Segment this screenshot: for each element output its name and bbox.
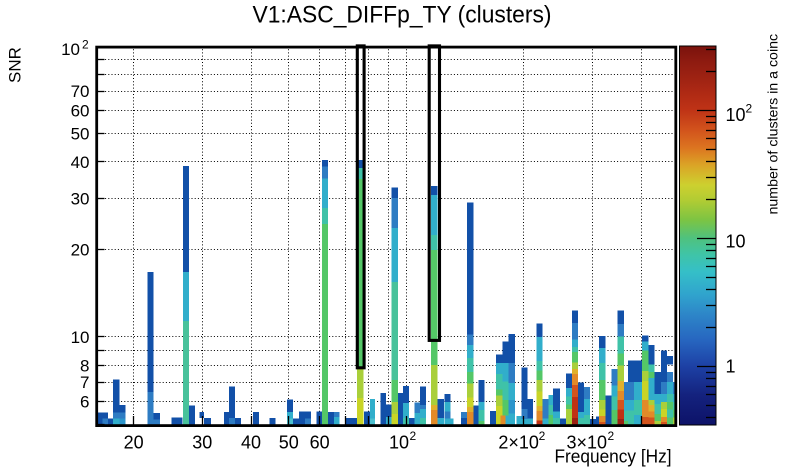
svg-text:2: 2 xyxy=(746,102,753,116)
svg-text:20: 20 xyxy=(71,241,90,260)
svg-text:30: 30 xyxy=(192,433,212,453)
svg-text:8: 8 xyxy=(80,356,89,375)
svg-text:SNR: SNR xyxy=(6,47,25,83)
svg-text:50: 50 xyxy=(279,433,299,453)
svg-text:40: 40 xyxy=(71,153,90,172)
svg-text:7: 7 xyxy=(80,373,89,392)
svg-text:2: 2 xyxy=(82,37,89,51)
svg-text:10: 10 xyxy=(726,105,746,125)
svg-text:60: 60 xyxy=(71,102,90,121)
svg-text:number of clusters in a coinc: number of clusters in a coinc xyxy=(766,34,782,215)
svg-text:3×10: 3×10 xyxy=(567,433,608,453)
svg-text:20: 20 xyxy=(124,433,144,453)
svg-text:2: 2 xyxy=(410,429,417,443)
svg-text:40: 40 xyxy=(241,433,261,453)
svg-text:60: 60 xyxy=(310,433,330,453)
svg-text:30: 30 xyxy=(71,189,90,208)
svg-text:V1:ASC_DIFFp_TY (clusters): V1:ASC_DIFFp_TY (clusters) xyxy=(253,1,552,28)
svg-text:6: 6 xyxy=(80,393,89,412)
svg-text:10: 10 xyxy=(389,433,409,453)
svg-text:10: 10 xyxy=(71,328,90,347)
svg-text:1: 1 xyxy=(726,356,736,376)
svg-text:10: 10 xyxy=(61,40,80,59)
svg-text:2: 2 xyxy=(608,429,615,443)
svg-text:10: 10 xyxy=(726,232,746,252)
svg-text:50: 50 xyxy=(71,125,90,144)
svg-text:Frequency [Hz]: Frequency [Hz] xyxy=(555,446,672,466)
svg-text:2: 2 xyxy=(539,429,546,443)
svg-text:70: 70 xyxy=(71,82,90,101)
svg-text:2×10: 2×10 xyxy=(498,433,539,453)
